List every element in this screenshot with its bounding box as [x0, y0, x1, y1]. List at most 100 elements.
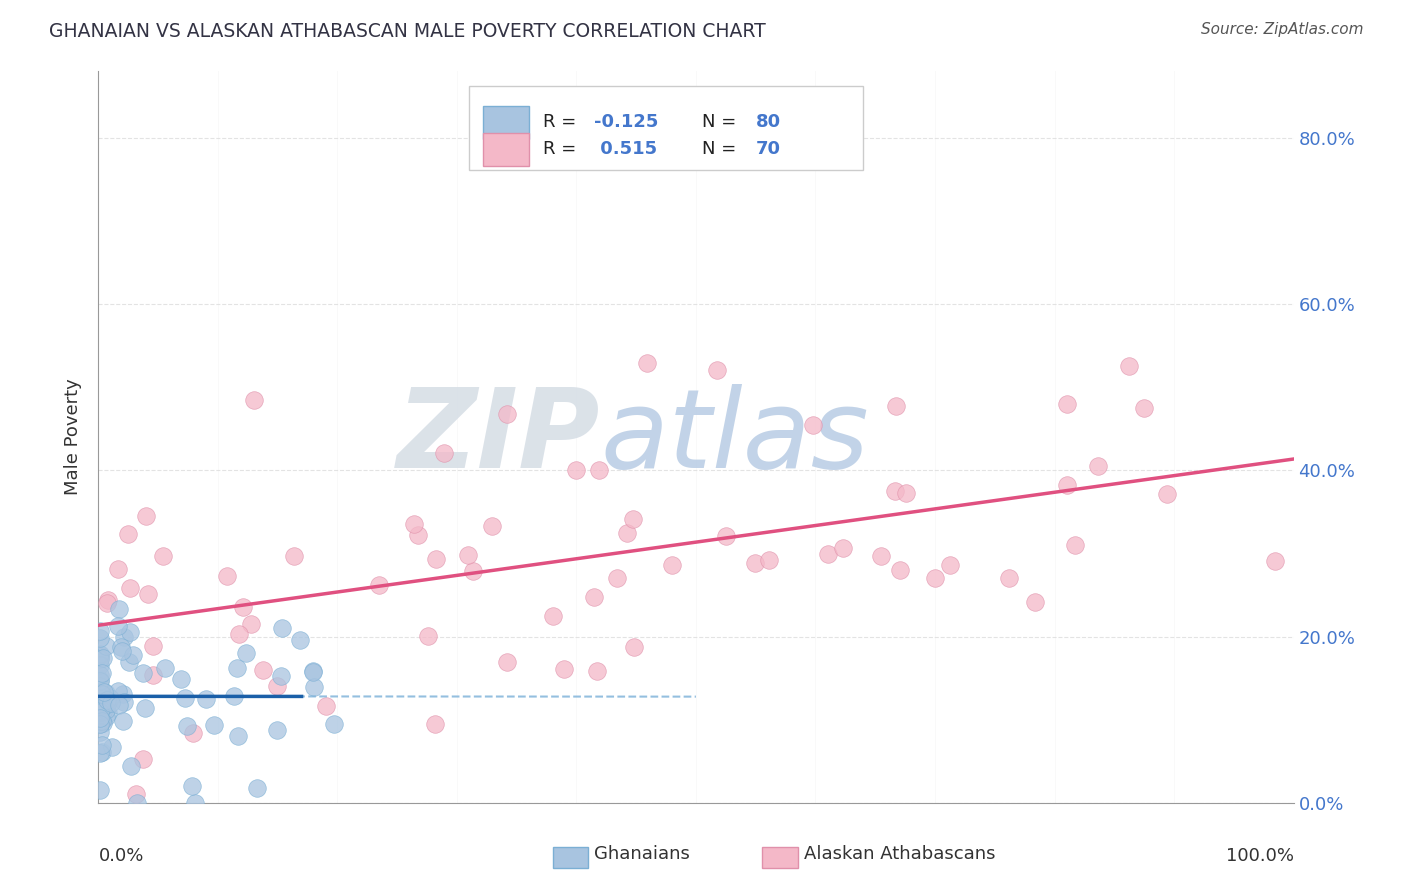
Point [425, 551, 447, 566]
Point [96, 640, 118, 654]
Point [89, 747, 111, 761]
Point [134, 701, 156, 715]
Point [367, 578, 389, 592]
Point [883, 484, 905, 499]
Point [89, 624, 111, 639]
Point [416, 629, 439, 643]
Point [93, 685, 115, 699]
Text: atlas: atlas [600, 384, 869, 491]
Point [283, 549, 305, 564]
Point [97, 694, 120, 708]
Text: GHANAIAN VS ALASKAN ATHABASCAN MALE POVERTY CORRELATION CHART: GHANAIAN VS ALASKAN ATHABASCAN MALE POVE… [49, 22, 766, 41]
Point [1118, 359, 1140, 374]
Point [433, 446, 456, 460]
Point [938, 558, 960, 572]
Point [1087, 458, 1109, 473]
Point [239, 616, 262, 631]
Text: R =: R = [543, 113, 582, 131]
Point [924, 571, 946, 585]
Point [481, 518, 503, 533]
Point [302, 665, 325, 679]
Point [496, 655, 519, 669]
Point [111, 643, 134, 657]
Point [93, 699, 115, 714]
FancyBboxPatch shape [484, 133, 529, 166]
FancyBboxPatch shape [484, 105, 529, 138]
Point [323, 717, 346, 731]
Point [714, 529, 737, 543]
Point [89, 705, 111, 719]
Point [402, 516, 425, 531]
Point [96, 710, 118, 724]
Point [117, 527, 139, 541]
Point [288, 632, 311, 647]
Point [744, 556, 766, 570]
Point [112, 630, 135, 644]
Text: R =: R = [543, 140, 582, 158]
Point [97, 706, 120, 720]
Point [120, 758, 142, 772]
Point [90, 745, 112, 759]
Point [170, 672, 193, 686]
Point [606, 571, 628, 585]
Point [588, 463, 610, 477]
Point [91, 665, 114, 680]
Point [266, 723, 288, 738]
Point [423, 716, 446, 731]
Point [135, 509, 157, 524]
Point [142, 639, 165, 653]
Point [111, 688, 134, 702]
Point [586, 664, 609, 678]
Text: N =: N = [702, 113, 742, 131]
Point [315, 698, 337, 713]
Point [98, 690, 121, 705]
Point [541, 609, 564, 624]
Point [107, 601, 129, 615]
Point [252, 664, 274, 678]
Point [122, 648, 145, 663]
Point [270, 669, 292, 683]
Point [302, 680, 325, 694]
Point [97, 593, 120, 607]
Point [89, 648, 111, 662]
Point [217, 569, 239, 583]
Point [173, 691, 195, 706]
Point [112, 695, 135, 709]
Point [623, 640, 645, 655]
Point [101, 740, 124, 755]
Point [132, 752, 155, 766]
Point [112, 714, 135, 728]
Point [89, 717, 111, 731]
Text: N =: N = [702, 140, 742, 158]
Point [232, 599, 254, 614]
Point [870, 549, 893, 564]
Point [801, 417, 824, 432]
Point [90, 698, 112, 713]
Text: 0.0%: 0.0% [98, 847, 143, 864]
Point [636, 356, 658, 370]
FancyBboxPatch shape [762, 847, 797, 868]
Point [125, 788, 148, 802]
Point [894, 486, 917, 500]
Point [94, 703, 117, 717]
Point [91, 651, 114, 665]
Point [661, 558, 683, 573]
Text: 100.0%: 100.0% [1226, 847, 1294, 864]
Point [107, 562, 129, 576]
Point [998, 571, 1021, 585]
Text: 70: 70 [756, 140, 780, 158]
Point [94, 686, 117, 700]
Point [155, 660, 177, 674]
Point [89, 673, 111, 687]
Point [110, 640, 132, 654]
Point [89, 782, 111, 797]
Point [89, 668, 111, 682]
Point [817, 547, 839, 561]
Point [884, 399, 907, 413]
Text: Alaskan Athabascans: Alaskan Athabascans [804, 845, 995, 863]
Point [90, 687, 112, 701]
Point [91, 714, 114, 728]
Point [621, 512, 644, 526]
Text: 0.515: 0.515 [595, 140, 658, 158]
Point [107, 698, 129, 712]
